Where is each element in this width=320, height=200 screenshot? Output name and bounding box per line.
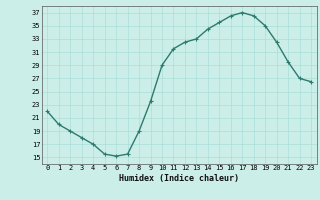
X-axis label: Humidex (Indice chaleur): Humidex (Indice chaleur): [119, 174, 239, 183]
